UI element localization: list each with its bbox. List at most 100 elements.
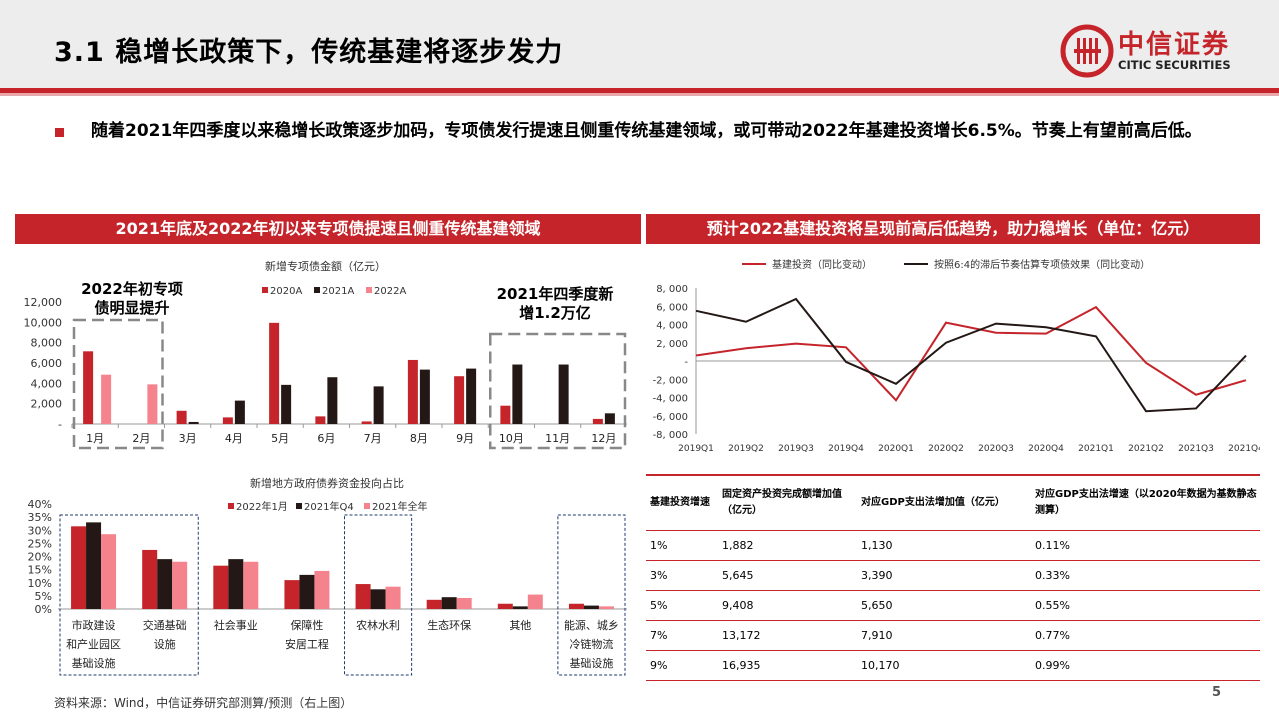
x-tick-label: 冷链物流 [569,637,613,651]
infrastructure-line-chart: 8, 000 6, 000 4, 000 2, 000 - -2, 000 -4, 000 -… [653,258,1260,454]
bar-2021年全年-0 [101,534,117,609]
header-divider [0,88,1279,93]
y-tick-label: - [684,357,688,368]
annotation-early-2022: 2022年初专项债明显提升 [81,280,183,317]
bar-2021年Q4-5 [441,597,457,609]
bar-2021年全年-3 [314,570,330,609]
citic-logo-icon [1060,24,1114,78]
table-cell: 0.33% [1031,560,1260,591]
bar-2022年1月-7 [568,603,584,609]
bar-2020A-1月 [83,351,94,424]
x-tick-label: 2020Q3 [978,444,1014,454]
x-tick-label: 2021Q4 [1228,444,1260,454]
bar-2020A-6月 [315,416,326,424]
legend-label: 2021年Q4 [304,500,354,513]
table-cell: 0.11% [1031,530,1260,561]
table-row: 9% 16,935 10,170 0.99% [646,650,1260,681]
legend-swatch [366,287,372,293]
logo-en: CITIC SECURITIES [1118,58,1231,72]
y-tick-label: 40% [28,498,52,511]
table-cell: 10,170 [857,650,1031,681]
x-tick-label: 2021Q1 [1078,444,1114,454]
table-cell: 1,130 [857,530,1031,561]
y-tick-label: 0% [35,603,52,616]
table-cell: 3% [646,560,718,591]
y-tick-label: -6, 000 [653,412,688,423]
x-tick-label: 交通基础 [143,618,187,632]
x-tick-label: 7月 [364,432,382,445]
x-tick-label: 社会事业 [214,618,258,632]
panel-left-title: 2021年底及2022年初以来专项债提速且侧重传统基建领域 [15,214,641,244]
chart1-title: 新增专项债金额（亿元） [265,260,386,273]
legend-label: 2021A [322,286,354,297]
table-cell: 3,390 [857,560,1031,591]
table-header-cell: 对应GDP支出法增速（以2020年数据为基数静态测算） [1031,474,1260,531]
table-cell: 16,935 [718,650,857,681]
y-tick-label: 8,000 [31,337,63,350]
x-tick-label: 基础设施 [569,657,613,670]
y-tick-label: 2,000 [31,398,63,411]
bar-2022年1月-3 [284,580,300,609]
y-tick-label: 5% [35,590,52,603]
x-tick-label: 能源、城乡 [564,618,619,632]
page-title: 3.1 稳增长政策下，传统基建将逐步发力 [54,37,564,68]
bar-2022年1月-0 [71,526,87,609]
bar-2021年全年-6 [527,594,543,609]
bar-2021A-3月 [188,421,199,424]
x-tick-label: 6月 [317,432,335,445]
legend-label: 基建投资（同比变动） [772,258,872,271]
page-number: 5 [1212,685,1222,700]
legend-swatch [228,503,234,509]
bar-2020A-9月 [454,376,465,424]
table-cell: 0.77% [1031,620,1260,651]
header-divider-light [0,93,1279,96]
bar-2021年全年-7 [598,606,614,609]
bar-2020A-4月 [222,417,233,424]
source-note: 资料来源：Wind，中信证券研究部测算/预测（右上图） [54,696,353,710]
bar-2021A-4月 [234,400,245,424]
bar-2021年Q4-1 [157,559,173,609]
bar-2021A-7月 [373,386,384,424]
highlight-box-early-2022 [72,318,164,450]
panel-right-title: 预计2022基建投资将呈现前高后低趋势，助力稳增长（单位：亿元） [646,214,1260,244]
y-tick-label: 35% [28,511,52,524]
bar-2021年全年-2 [243,561,259,609]
table-cell: 1,882 [718,530,857,561]
table-cell: 1% [646,530,718,561]
x-tick-label: 农林水利 [356,618,400,632]
bar-2021年Q4-0 [86,522,102,609]
bar-2021A-5月 [281,384,292,424]
x-tick-label: 2020Q4 [1028,444,1064,454]
x-tick-label: 2月 [132,432,150,445]
highlight-box [557,514,626,676]
bar-2022年1月-6 [497,603,513,609]
y-tick-label: 6,000 [31,357,63,370]
bar-2021A-11月 [558,364,569,424]
x-tick-label: 10月 [499,432,524,445]
x-tick-label: 安居工程 [285,637,329,651]
special-bond-bar-chart: 12,000 10,000 8,000 6,000 4,000 2,000 - 2020A 20… [24,286,627,450]
x-tick-label: 9月 [456,432,474,445]
table-cell: 13,172 [718,620,857,651]
x-tick-label: 基础设施 [72,657,116,670]
x-tick-label: 2019Q3 [778,444,814,454]
table-header-cell: 基建投资增速 [646,474,718,531]
y-tick-label: -4, 000 [653,394,688,405]
x-tick-label: 3月 [179,432,197,445]
series-line-基建投资（同比变动） [695,305,1247,402]
bar-2020A-3月 [176,410,187,424]
x-tick-label: 12月 [591,432,616,445]
x-tick-label: 保障性 [290,618,323,632]
bar-2021A-8月 [419,369,430,424]
table-cell: 5,650 [857,590,1031,621]
y-tick-label: 12,000 [24,296,63,309]
x-tick-label: 4月 [225,432,243,445]
bar-2021年全年-5 [456,597,472,609]
y-tick-label: -2, 000 [653,375,688,386]
table-row: 3% 5,645 3,390 0.33% [646,560,1260,591]
bar-2020A-5月 [269,322,280,424]
x-tick-label: 设施 [154,638,176,651]
x-tick-label: 2020Q1 [878,444,914,454]
y-tick-label: 2, 000 [656,339,688,350]
bar-2022年1月-1 [142,549,158,609]
